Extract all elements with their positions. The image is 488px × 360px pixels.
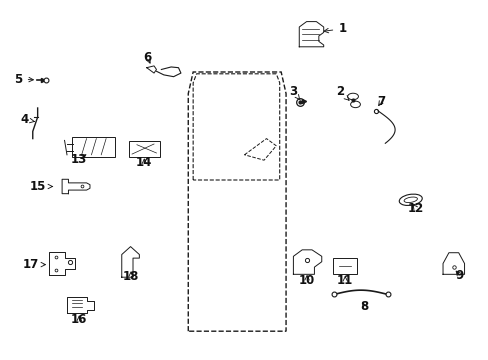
Text: 12: 12: [407, 202, 423, 215]
Polygon shape: [67, 297, 94, 313]
Text: 4: 4: [20, 113, 34, 126]
Text: 15: 15: [30, 180, 52, 193]
Ellipse shape: [403, 197, 417, 203]
Polygon shape: [442, 253, 464, 274]
FancyBboxPatch shape: [333, 258, 356, 274]
Text: 10: 10: [298, 274, 315, 287]
Text: 11: 11: [336, 274, 353, 287]
Text: 1: 1: [324, 22, 346, 35]
FancyBboxPatch shape: [128, 141, 160, 157]
FancyBboxPatch shape: [72, 137, 115, 157]
Text: 14: 14: [136, 156, 152, 169]
Ellipse shape: [398, 194, 422, 206]
Text: 2: 2: [335, 85, 348, 100]
Text: 16: 16: [71, 313, 87, 326]
Text: 9: 9: [455, 269, 463, 282]
Ellipse shape: [347, 93, 358, 100]
Text: 17: 17: [22, 258, 45, 271]
Text: 3: 3: [289, 85, 300, 100]
Text: 6: 6: [143, 51, 151, 64]
Text: 5: 5: [15, 73, 33, 86]
Polygon shape: [62, 179, 90, 194]
Polygon shape: [299, 22, 323, 47]
Text: 18: 18: [122, 270, 139, 283]
Ellipse shape: [350, 101, 360, 108]
Polygon shape: [293, 250, 321, 274]
Text: 8: 8: [360, 300, 367, 313]
Polygon shape: [122, 247, 139, 277]
Text: 7: 7: [377, 95, 385, 108]
Text: 13: 13: [71, 153, 87, 166]
Polygon shape: [49, 252, 75, 275]
